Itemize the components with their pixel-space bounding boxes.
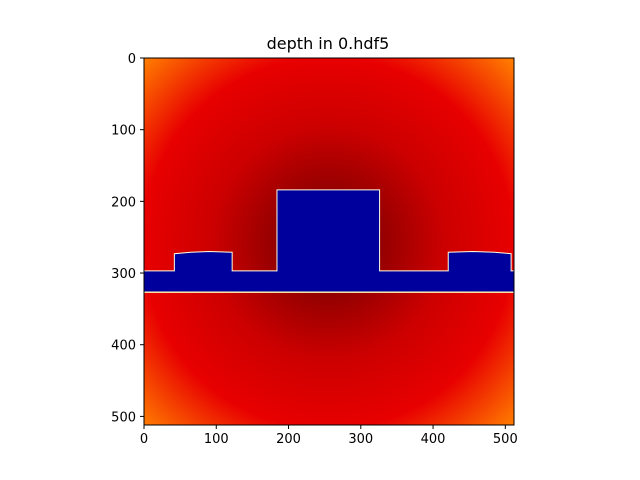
y-tick-label: 100 (111, 124, 136, 139)
y-tick-label: 500 (111, 410, 136, 425)
plot-area (144, 58, 514, 425)
low-depth-region (144, 189, 514, 293)
y-tick-label: 400 (111, 339, 136, 354)
x-tick-label: 100 (204, 432, 229, 447)
x-tick-label: 200 (276, 432, 301, 447)
chart-title: depth in 0.hdf5 (267, 34, 390, 53)
x-tick-label: 500 (493, 432, 518, 447)
y-tick-label: 200 (111, 195, 136, 210)
x-tick-label: 300 (348, 432, 373, 447)
y-tick-label: 0 (128, 52, 136, 67)
plot-frame (143, 57, 515, 426)
x-tick-label: 400 (421, 432, 446, 447)
x-tick-label: 0 (140, 432, 148, 447)
y-tick-label: 300 (111, 267, 136, 282)
